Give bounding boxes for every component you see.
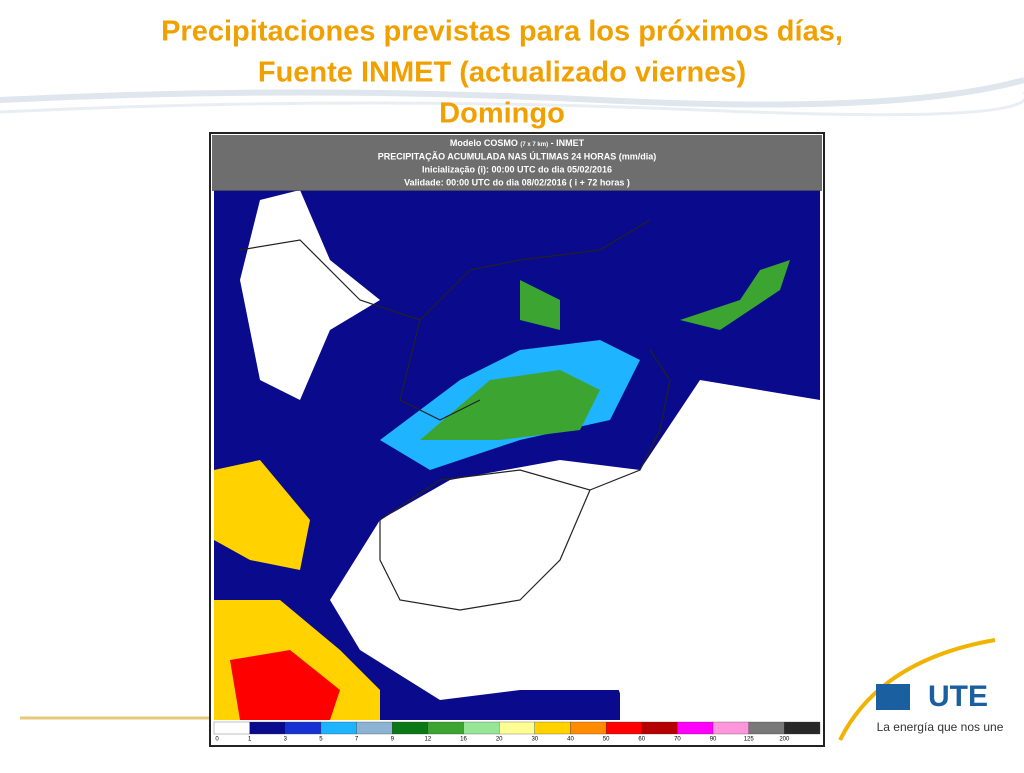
colorbar-label: 70: [674, 737, 681, 743]
colorbar-swatch: [570, 721, 607, 735]
colorbar-label: 90: [710, 737, 717, 743]
map-init: Inicialização (i): 00:00 UTC do dia 05/0…: [422, 164, 612, 174]
dry-area: [240, 190, 380, 400]
colorbar-label: 5: [319, 737, 323, 743]
precipitation: [214, 190, 820, 720]
map-product: PRECIPITAÇÃO ACUMULADA NAS ÚLTIMAS 24 HO…: [378, 150, 657, 161]
source: - INMET: [551, 138, 585, 148]
map-header-text: Modelo COSMO (7 x 7 km) - INMET PRECIPIT…: [378, 138, 657, 187]
colorbar-swatch: [534, 721, 571, 735]
colorbar-swatch: [784, 721, 821, 735]
colorbar-swatch: [463, 721, 500, 735]
map-valid: Validade: 00:00 UTC do dia 08/02/2016 ( …: [404, 177, 630, 187]
map-model: Modelo COSMO (7 x 7 km) - INMET: [450, 138, 585, 148]
colorbar-swatch: [320, 721, 357, 735]
colorbar-label: 12: [425, 737, 432, 743]
colorbar-swatch: [499, 721, 535, 735]
colorbar-swatch: [356, 721, 393, 735]
title-line: Domingo: [439, 98, 565, 130]
colorbar: 0 1 3 5 7 9 12 16 20 30 40 50 60 70 90 125 200: [212, 720, 822, 745]
colorbar-swatch: [249, 721, 286, 735]
borders: [239, 219, 671, 611]
colorbar-swatch: [712, 721, 749, 735]
colorbar-label: 16: [460, 737, 467, 743]
colorbar-label: 200: [779, 737, 790, 743]
logo-mark: [876, 684, 910, 710]
colorbar-swatch: [605, 721, 642, 735]
colorbar-label: 30: [531, 737, 538, 743]
rain-area: [680, 260, 790, 330]
title-line: Precipitaciones previstas para los próxi…: [161, 16, 843, 48]
rain-area: [520, 280, 560, 330]
colorbar-swatch: [285, 721, 322, 735]
map-header: [212, 135, 822, 191]
logo-tagline: La energía que nos une: [877, 720, 1004, 734]
colorbar-swatch: [641, 721, 678, 735]
model: Modelo COSMO: [450, 138, 518, 148]
resolution: (7 x 7 km): [520, 142, 548, 148]
swoosh: [838, 638, 996, 741]
colorbar-swatch: [748, 721, 785, 735]
logo-brand: UTE: [928, 680, 988, 713]
dry-area: [400, 470, 820, 720]
swoosh: [0, 92, 1024, 117]
colorbar-label: 125: [744, 737, 755, 743]
rain-area: [230, 650, 340, 720]
title: Precipitaciones previstas para los próxi…: [161, 16, 843, 130]
colorbar-label: 60: [638, 737, 645, 743]
colorbar-label: 9: [391, 737, 395, 743]
rain-area: [420, 370, 600, 440]
rain-area: [214, 460, 310, 570]
colorbar-label: 20: [496, 737, 503, 743]
colorbar-swatch: [427, 721, 464, 735]
rain-area: [214, 190, 820, 720]
title-line: Fuente INMET (actualizado viernes): [258, 57, 746, 89]
colorbar-swatch: [213, 721, 250, 735]
colorbar-label: 3: [284, 737, 288, 743]
colorbar-label: 1: [248, 737, 252, 743]
colorbar-swatch: [392, 721, 429, 735]
colorbar-label: 50: [603, 737, 610, 743]
colorbar-label: 7: [355, 737, 359, 743]
swoosh: [0, 77, 1024, 108]
colorbar-swatch: [677, 721, 714, 735]
colorbar-label: 0: [215, 737, 219, 743]
logo: UTE La energía que nos une: [876, 680, 1004, 734]
colorbar-label: 40: [567, 737, 574, 743]
